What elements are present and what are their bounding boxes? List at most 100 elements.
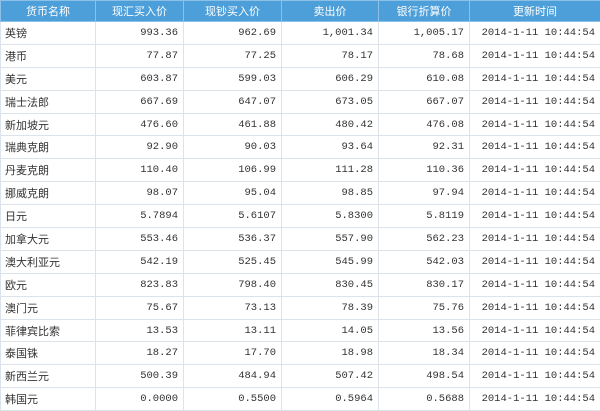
table-cell: 610.08 (379, 67, 470, 90)
table-cell: 90.03 (184, 136, 282, 159)
column-header: 卖出价 (282, 1, 379, 22)
table-cell: 993.36 (96, 22, 184, 45)
table-cell: 2014-1-11 10:44:54 (470, 273, 600, 296)
table-cell: 13.11 (184, 319, 282, 342)
table-cell: 106.99 (184, 159, 282, 182)
table-cell: 75.76 (379, 296, 470, 319)
table-cell: 667.07 (379, 90, 470, 113)
table-cell: 欧元 (1, 273, 96, 296)
table-cell: 2014-1-11 10:44:54 (470, 136, 600, 159)
table-cell: 5.8119 (379, 205, 470, 228)
table-cell: 110.36 (379, 159, 470, 182)
table-cell: 瑞士法郎 (1, 90, 96, 113)
table-cell: 92.31 (379, 136, 470, 159)
table-cell: 韩国元 (1, 388, 96, 411)
table-cell: 75.67 (96, 296, 184, 319)
column-header: 更新时间 (470, 1, 600, 22)
table-cell: 0.5688 (379, 388, 470, 411)
table-cell: 2014-1-11 10:44:54 (470, 22, 600, 45)
table-cell: 95.04 (184, 182, 282, 205)
table-cell: 0.5500 (184, 388, 282, 411)
table-cell: 78.39 (282, 296, 379, 319)
table-cell: 484.94 (184, 365, 282, 388)
table-cell: 498.54 (379, 365, 470, 388)
table-cell: 93.64 (282, 136, 379, 159)
column-header: 现汇买入价 (96, 1, 184, 22)
table-cell: 78.17 (282, 44, 379, 67)
table-cell: 92.90 (96, 136, 184, 159)
table-cell: 18.34 (379, 342, 470, 365)
table-cell: 13.56 (379, 319, 470, 342)
table-cell: 瑞典克朗 (1, 136, 96, 159)
table-cell: 菲律宾比索 (1, 319, 96, 342)
table-cell: 港币 (1, 44, 96, 67)
table-cell: 0.5964 (282, 388, 379, 411)
table-cell: 830.45 (282, 273, 379, 296)
table-cell: 476.08 (379, 113, 470, 136)
table-cell: 2014-1-11 10:44:54 (470, 388, 600, 411)
table-cell: 0.0000 (96, 388, 184, 411)
table-cell: 500.39 (96, 365, 184, 388)
table-cell: 830.17 (379, 273, 470, 296)
table-cell: 14.05 (282, 319, 379, 342)
table-cell: 562.23 (379, 228, 470, 251)
table-cell: 110.40 (96, 159, 184, 182)
column-header: 现钞买入价 (184, 1, 282, 22)
table-cell: 603.87 (96, 67, 184, 90)
table-cell: 536.37 (184, 228, 282, 251)
table-cell: 美元 (1, 67, 96, 90)
table-cell: 667.69 (96, 90, 184, 113)
table-cell: 525.45 (184, 250, 282, 273)
table-cell: 480.42 (282, 113, 379, 136)
table-cell: 13.53 (96, 319, 184, 342)
table-cell: 2014-1-11 10:44:54 (470, 205, 600, 228)
table-cell: 17.70 (184, 342, 282, 365)
table-cell: 557.90 (282, 228, 379, 251)
table-cell: 542.03 (379, 250, 470, 273)
table-cell: 507.42 (282, 365, 379, 388)
table-cell: 78.68 (379, 44, 470, 67)
table-cell: 647.07 (184, 90, 282, 113)
table-cell: 新西兰元 (1, 365, 96, 388)
header-row: 货币名称现汇买入价现钞买入价卖出价银行折算价更新时间 (1, 1, 600, 22)
table-cell: 18.27 (96, 342, 184, 365)
table-cell: 461.88 (184, 113, 282, 136)
table-cell: 476.60 (96, 113, 184, 136)
table-cell: 2014-1-11 10:44:54 (470, 342, 600, 365)
table-cell: 挪威克朗 (1, 182, 96, 205)
table-cell: 2014-1-11 10:44:54 (470, 365, 600, 388)
table-cell: 2014-1-11 10:44:54 (470, 182, 600, 205)
table-cell: 1,001.34 (282, 22, 379, 45)
table-cell: 2014-1-11 10:44:54 (470, 90, 600, 113)
table-cell: 111.28 (282, 159, 379, 182)
table-cell: 2014-1-11 10:44:54 (470, 296, 600, 319)
table-cell: 542.19 (96, 250, 184, 273)
table-cell: 5.6107 (184, 205, 282, 228)
table-cell: 2014-1-11 10:44:54 (470, 67, 600, 90)
table-cell: 丹麦克朗 (1, 159, 96, 182)
table-cell: 606.29 (282, 67, 379, 90)
table-cell: 澳门元 (1, 296, 96, 319)
table-cell: 673.05 (282, 90, 379, 113)
table-cell: 2014-1-11 10:44:54 (470, 44, 600, 67)
table-cell: 98.07 (96, 182, 184, 205)
table-cell: 5.8300 (282, 205, 379, 228)
table-cell: 5.7894 (96, 205, 184, 228)
table-cell: 18.98 (282, 342, 379, 365)
column-header: 银行折算价 (379, 1, 470, 22)
table-cell: 599.03 (184, 67, 282, 90)
